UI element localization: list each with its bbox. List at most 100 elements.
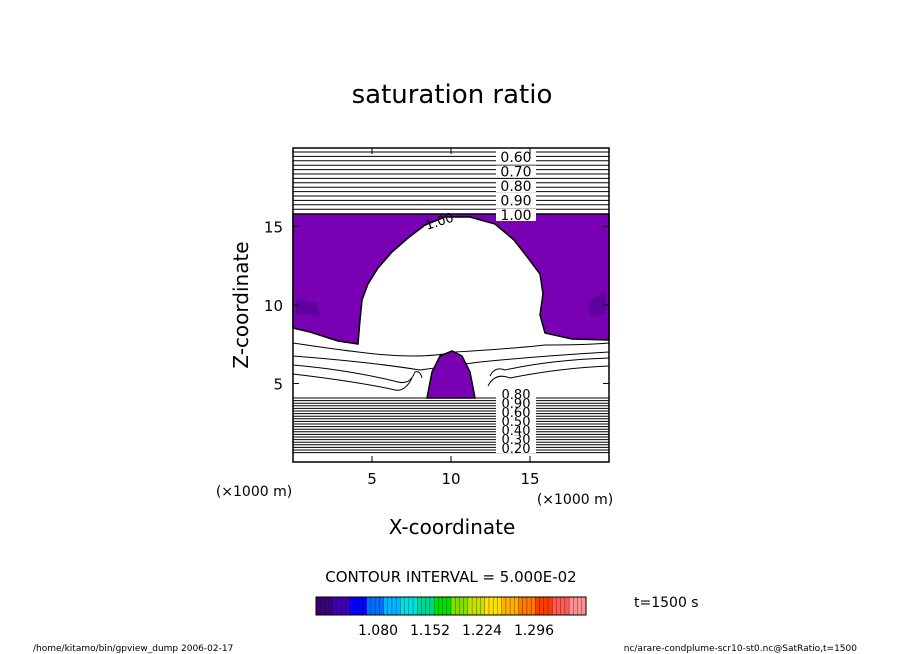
contour-label-bg	[496, 151, 536, 163]
colorbar-swatch	[505, 597, 511, 615]
colorbar-swatch	[387, 597, 393, 615]
colorbar-swatch	[391, 597, 397, 615]
colorbar-swatch	[353, 597, 359, 615]
colorbar-swatch	[417, 597, 422, 615]
top-contour-labels: 0.600.700.800.901.00	[496, 150, 536, 224]
contour-label-bg	[496, 407, 536, 417]
contour-label: 0.90	[500, 194, 531, 210]
colorbar-swatch	[328, 597, 334, 615]
colorbar-swatch	[375, 597, 380, 615]
y-tick-label: 10	[264, 297, 283, 315]
pocket-right	[588, 290, 606, 316]
colorbar-swatch	[581, 597, 587, 615]
colorbar-swatch	[560, 597, 566, 615]
colorbar-tick-label: 1.080	[358, 623, 398, 639]
colorbar-swatch	[552, 597, 557, 615]
colorbar-swatch	[488, 597, 494, 615]
colorbar-swatch	[455, 597, 460, 615]
contour-label: 1.00	[500, 208, 531, 224]
contour-label-bg	[496, 209, 536, 221]
colorbar-swatch	[349, 597, 355, 615]
footer-right: nc/arare-condplume-scr10-st0.nc@SatRatio…	[624, 644, 858, 654]
colorbar-swatch	[569, 597, 574, 615]
colorbar-tick-labels: 1.080 1.152 1.224 1.296	[358, 623, 554, 639]
contour-label-bg	[496, 443, 536, 453]
colorbar-swatch	[484, 597, 490, 615]
colorbar-swatch	[514, 597, 519, 615]
colorbar-tick-label: 1.224	[462, 623, 502, 639]
colorbar-swatch	[396, 597, 401, 615]
contour-label-bg	[496, 389, 536, 399]
contour-label: 0.50	[502, 415, 531, 430]
colorbar-swatch	[332, 597, 338, 615]
colorbar-swatch	[497, 597, 503, 615]
colorbar-swatch	[459, 597, 465, 615]
colorbar-swatch	[476, 597, 482, 615]
colorbar-swatch	[543, 597, 549, 615]
colorbar-swatch	[421, 597, 427, 615]
colorbar-swatch	[451, 597, 456, 615]
contour-label: 0.60	[502, 406, 531, 421]
colorbar-swatch	[316, 597, 321, 615]
colorbar-swatch	[413, 597, 418, 615]
colorbar-swatch	[337, 597, 342, 615]
y-tick-label: 15	[264, 219, 283, 237]
contour-label: 0.20	[502, 442, 531, 457]
colorbar-swatch	[408, 597, 414, 615]
contour-label-bg	[496, 425, 536, 435]
time-label: t=1500 s	[634, 595, 699, 611]
contour-label: 0.60	[500, 150, 531, 166]
colorbar-swatch	[493, 597, 498, 615]
colorbar-swatch	[324, 597, 330, 615]
chart-title: saturation ratio	[352, 80, 553, 110]
colorbar-swatch	[345, 597, 351, 615]
colorbar-frame	[315, 596, 587, 616]
colorbar-swatch	[539, 597, 545, 615]
colorbar-swatch	[446, 597, 452, 615]
contour-label: 0.30	[502, 433, 531, 448]
contour-label-bg	[496, 416, 536, 426]
colorbar-swatch	[358, 597, 363, 615]
colorbar-swatch	[425, 597, 431, 615]
colorbar-swatch	[531, 597, 536, 615]
colorbar-tick-label: 1.296	[514, 623, 554, 639]
colorbar-swatch	[577, 597, 583, 615]
colorbar-swatch	[379, 597, 384, 615]
colorbar-swatch	[400, 597, 406, 615]
colorbar-swatch	[522, 597, 528, 615]
x-tick-label: 15	[520, 470, 539, 488]
axis-ticks: 5 10 15 5 10 15	[264, 148, 609, 488]
plot-area: 1.00 0.600.700.800.901.00 0.200.300.400.…	[292, 147, 610, 463]
lower-contour-lines	[293, 397, 609, 454]
supersaturation-region	[292, 213, 610, 345]
pocket-left	[296, 298, 320, 316]
colorbar-swatch	[573, 597, 579, 615]
contour-label: 0.80	[500, 179, 531, 195]
colorbar-swatch	[341, 597, 347, 615]
colorbar-swatch	[434, 597, 439, 615]
y-axis-label: Z-coordinate	[229, 241, 253, 368]
footer-left: /home/kitamo/bin/gpview_dump 2006-02-17	[33, 644, 233, 654]
colorbar-swatch	[442, 597, 448, 615]
colorbar-tick-label: 1.152	[410, 623, 450, 639]
colorbar-swatch	[480, 597, 486, 615]
colorbar-swatch	[526, 597, 532, 615]
bottom-contour-labels: 0.200.300.400.500.600.900.80	[496, 388, 536, 457]
z-unit-note: (×1000 m)	[216, 484, 292, 500]
colorbar-swatch	[366, 597, 372, 615]
colorbar-swatch	[467, 597, 473, 615]
colorbar	[315, 596, 587, 616]
colorbar-swatch	[370, 597, 376, 615]
colorbar-swatch	[548, 597, 553, 615]
colorbar-swatch	[564, 597, 570, 615]
colorbar-swatch	[535, 597, 541, 615]
contour-label-bg	[496, 194, 536, 207]
contour-label-bg	[496, 165, 536, 178]
y-tick-label: 5	[273, 376, 283, 394]
x-tick-label: 5	[367, 470, 377, 488]
colorbar-swatch	[472, 597, 477, 615]
upper-contour-lines	[293, 151, 609, 210]
colorbar-swatch	[556, 597, 562, 615]
colorbar-swatch	[501, 597, 507, 615]
